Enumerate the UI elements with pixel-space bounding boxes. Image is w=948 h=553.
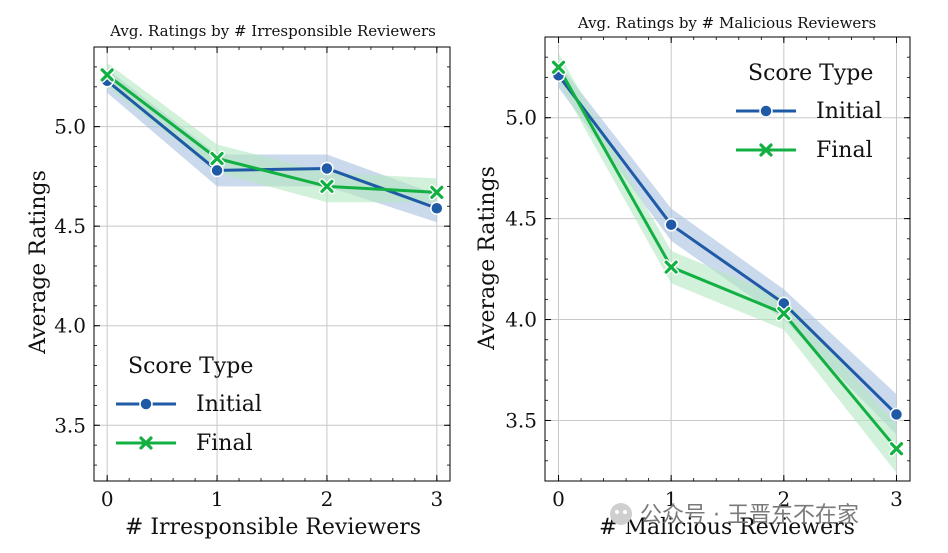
x-tick-label: 2: [321, 487, 334, 511]
chart-title: Avg. Ratings by # Malicious Reviewers: [577, 14, 876, 32]
data-point-initial: [320, 161, 334, 176]
y-tick-label: 5.0: [505, 106, 537, 130]
chart-malicious-reviewers: Avg. Ratings by # Malicious Reviewers # …: [475, 14, 911, 540]
confidence-band-final: [107, 62, 437, 203]
data-point-final: [209, 150, 226, 167]
legend-label-initial: Initial: [196, 392, 262, 417]
data-point-initial: [889, 407, 904, 422]
wechat-icon-eye-right: [623, 510, 627, 514]
y-tick-label: 5.0: [54, 115, 86, 139]
data-point-final: [663, 259, 680, 276]
y-tick-label: 3.5: [54, 413, 86, 437]
series-line-initial: [557, 74, 898, 416]
legend-title: Score Type: [748, 61, 873, 86]
wechat-icon-eye-left: [615, 510, 619, 514]
data-point-final: [775, 305, 792, 322]
data-point-final: [550, 59, 567, 76]
legend-marker-final: [139, 436, 153, 450]
x-tick-label: 0: [101, 487, 114, 511]
series-line-final: [557, 66, 898, 450]
data-point-final: [318, 178, 335, 195]
wechat-icon: [610, 503, 632, 525]
y-axis-label: Average Ratings: [26, 170, 51, 355]
y-tick-label: 3.5: [505, 408, 537, 432]
watermark: 公众号 · 王晋东不在家: [610, 503, 859, 528]
legend: Score Type Initial Final: [116, 354, 262, 456]
data-point-final: [888, 440, 905, 457]
y-tick-label: 4.0: [54, 314, 86, 338]
data-point-initial: [664, 217, 678, 232]
data-point-final: [99, 66, 116, 83]
x-tick-label: 3: [890, 487, 903, 511]
legend-label-final: Final: [196, 431, 253, 456]
y-tick-label: 4.5: [54, 214, 86, 238]
watermark-text: 公众号 · 王晋东不在家: [640, 503, 859, 528]
legend: Score Type Initial Final: [736, 61, 882, 163]
x-tick-label: 2: [777, 487, 790, 511]
x-axis-label: # Malicious Reviewers: [599, 515, 855, 540]
legend-label-final: Final: [816, 138, 873, 163]
y-tick-label: 4.0: [505, 308, 537, 332]
x-tick-label: 3: [430, 487, 443, 511]
series-line-final: [106, 73, 437, 194]
y-axis-label: Average Ratings: [475, 166, 500, 351]
x-axis-label: # Irresponsible Reviewers: [125, 515, 421, 540]
legend-marker-final: [759, 143, 773, 157]
data-point-initial: [210, 163, 224, 178]
x-tick-label: 1: [665, 487, 678, 511]
x-tick-label: 1: [211, 487, 224, 511]
plot-frame: [93, 46, 451, 482]
chart-title: Avg. Ratings by # Irresponsible Reviewer…: [109, 22, 436, 40]
y-tick-label: 4.5: [505, 207, 537, 231]
legend-title: Score Type: [128, 354, 253, 379]
legend-label-initial: Initial: [816, 99, 882, 124]
legend-marker-initial: [759, 104, 773, 118]
data-point-initial: [430, 201, 444, 216]
x-tick-label: 0: [552, 487, 565, 511]
data-point-final: [428, 184, 445, 201]
plot-frame: [544, 36, 911, 482]
legend-marker-initial: [139, 397, 153, 411]
chart-irresponsible-reviewers: Avg. Ratings by # Irresponsible Reviewer…: [26, 22, 451, 540]
